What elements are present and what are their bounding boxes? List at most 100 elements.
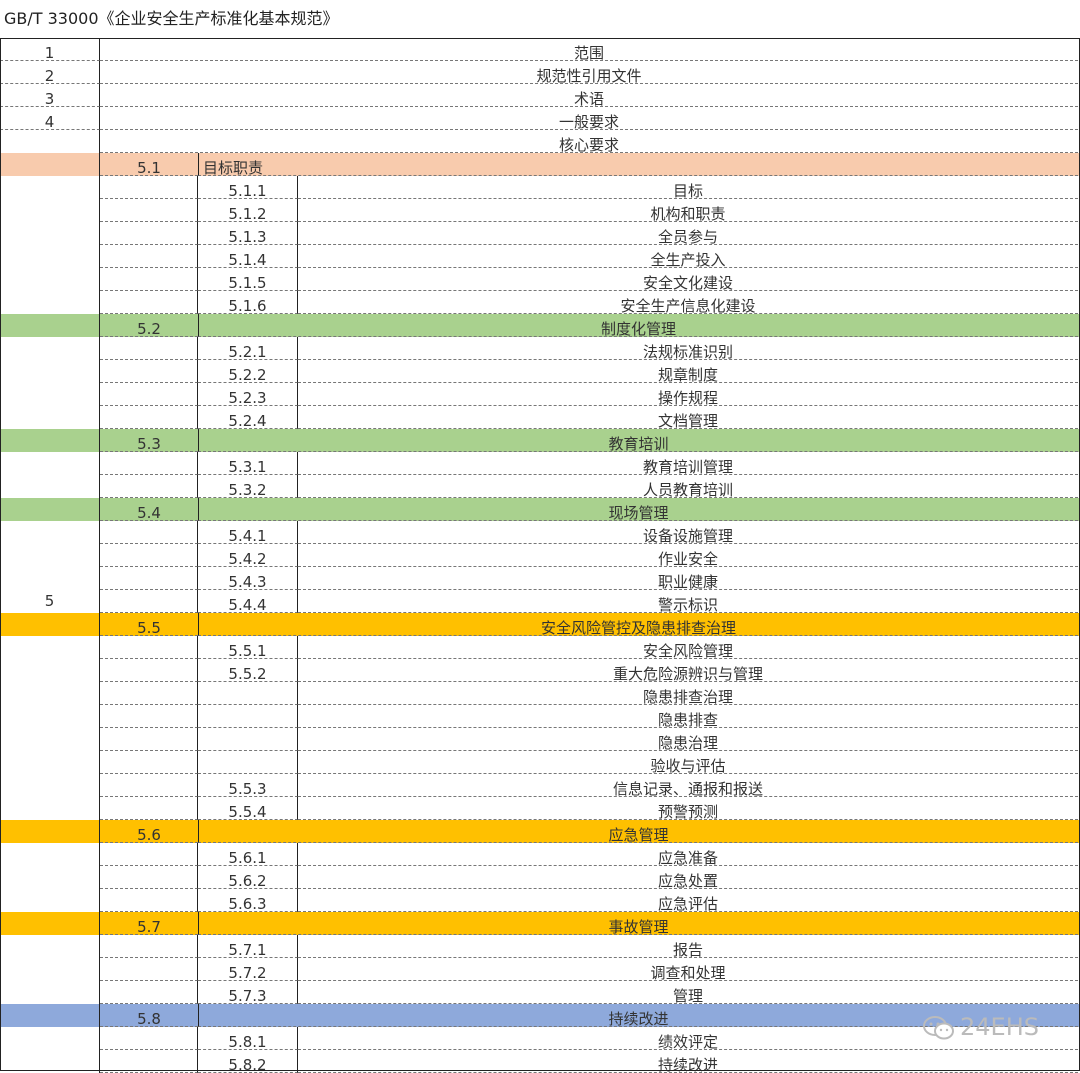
item-number: 5.3.2 bbox=[198, 475, 298, 498]
item-label: 机构和职责 bbox=[298, 199, 1078, 222]
subsection-blank bbox=[100, 590, 198, 613]
item-label: 操作规程 bbox=[298, 383, 1078, 406]
table-row: 5.1.6 安全生产信息化建设 bbox=[0, 291, 1080, 314]
table-row: 核心要求 bbox=[0, 130, 1080, 153]
item-number: 5.7.1 bbox=[198, 935, 298, 958]
item-label: 规章制度 bbox=[298, 360, 1078, 383]
item-number: 5.1.1 bbox=[198, 176, 298, 199]
table-row: 5.1.2 机构和职责 bbox=[0, 199, 1080, 222]
section-label: 持续改进 bbox=[198, 1004, 1078, 1027]
table-row: 5.7.1 报告 bbox=[0, 935, 1080, 958]
section-number: 5.8 bbox=[100, 1004, 198, 1027]
table-row: 5.8.1 绩效评定 bbox=[0, 1027, 1080, 1050]
subsection-blank bbox=[100, 337, 198, 360]
item-number: 5.6.1 bbox=[198, 843, 298, 866]
table-row: 1 范围 bbox=[0, 38, 1080, 61]
section-label: 安全风险管控及隐患排查治理 bbox=[198, 613, 1078, 636]
item-label: 重大危险源辨识与管理 bbox=[298, 659, 1078, 682]
item-label: 职业健康 bbox=[298, 567, 1078, 590]
table-row: 5.6.2 应急处置 bbox=[0, 866, 1080, 889]
item-number: 5.5.3 bbox=[198, 774, 298, 797]
row-label: 规范性引用文件 bbox=[100, 61, 1078, 84]
subsection-blank bbox=[100, 567, 198, 590]
subsection-blank bbox=[100, 935, 198, 958]
item-label: 验收与评估 bbox=[298, 751, 1078, 774]
watermark-text: 24EHS bbox=[960, 1013, 1039, 1041]
subsection-blank bbox=[100, 245, 198, 268]
core-number: 5 bbox=[0, 130, 100, 1073]
item-label: 安全生产信息化建设 bbox=[298, 291, 1078, 314]
subsection-blank bbox=[100, 544, 198, 567]
wechat-icon bbox=[923, 1016, 954, 1040]
table-row: 5.1.1 目标 bbox=[0, 176, 1080, 199]
table-row: 5.1.5 安全文化建设 bbox=[0, 268, 1080, 291]
item-number: 5.4.3 bbox=[198, 567, 298, 590]
item-label: 文档管理 bbox=[298, 406, 1078, 429]
table-row: 5.2.1 法规标准识别 bbox=[0, 337, 1080, 360]
section-label: 制度化管理 bbox=[198, 314, 1078, 337]
subsection-blank bbox=[100, 797, 198, 820]
subsection-blank bbox=[100, 728, 198, 751]
item-label: 安全文化建设 bbox=[298, 268, 1078, 291]
table-row: 5.7.3 管理 bbox=[0, 981, 1080, 1004]
subsection-blank bbox=[100, 636, 198, 659]
subsection-blank bbox=[100, 406, 198, 429]
item-number bbox=[198, 751, 298, 774]
subsection-blank bbox=[100, 222, 198, 245]
subsection-blank bbox=[100, 843, 198, 866]
table-row: 验收与评估 bbox=[0, 751, 1080, 774]
item-number bbox=[198, 705, 298, 728]
item-number: 5.2.2 bbox=[198, 360, 298, 383]
item-label: 绩效评定 bbox=[298, 1027, 1078, 1050]
item-label: 持续改进 bbox=[298, 1050, 1078, 1073]
item-number: 5.6.2 bbox=[198, 866, 298, 889]
section-label: 目标职责 bbox=[198, 153, 1078, 176]
section-number: 5.1 bbox=[100, 153, 198, 176]
item-label: 安全风险管理 bbox=[298, 636, 1078, 659]
item-number: 5.1.4 bbox=[198, 245, 298, 268]
item-number: 5.4.4 bbox=[198, 590, 298, 613]
table-row: 5.4.3 职业健康 bbox=[0, 567, 1080, 590]
table-row: 5.3.1 教育培训管理 bbox=[0, 452, 1080, 475]
subsection-blank bbox=[100, 1050, 198, 1073]
item-number bbox=[198, 682, 298, 705]
table-row: 5.8.2 持续改进 bbox=[0, 1050, 1080, 1073]
section-label: 事故管理 bbox=[198, 912, 1078, 935]
table-row: 5.2.4 文档管理 bbox=[0, 406, 1080, 429]
subsection-blank bbox=[100, 659, 198, 682]
subsection-blank bbox=[100, 958, 198, 981]
table-row: 4 一般要求 bbox=[0, 107, 1080, 130]
table-row: 2 规范性引用文件 bbox=[0, 61, 1080, 84]
table-row: 5.4.1 设备设施管理 bbox=[0, 521, 1080, 544]
item-label: 信息记录、通报和报送 bbox=[298, 774, 1078, 797]
subsection-blank bbox=[100, 1027, 198, 1050]
row-number: 2 bbox=[0, 61, 100, 84]
table-row: 5.4.4 警示标识 bbox=[0, 590, 1080, 613]
item-number: 5.1.6 bbox=[198, 291, 298, 314]
item-number: 5.1.3 bbox=[198, 222, 298, 245]
subsection-blank bbox=[100, 705, 198, 728]
item-number: 5.5.4 bbox=[198, 797, 298, 820]
item-label: 作业安全 bbox=[298, 544, 1078, 567]
table-row: 5.2 制度化管理 bbox=[0, 314, 1080, 337]
item-label: 全员参与 bbox=[298, 222, 1078, 245]
item-label: 警示标识 bbox=[298, 590, 1078, 613]
subsection-blank bbox=[100, 981, 198, 1004]
item-number: 5.7.2 bbox=[198, 958, 298, 981]
item-label: 教育培训管理 bbox=[298, 452, 1078, 475]
item-number: 5.1.2 bbox=[198, 199, 298, 222]
item-number: 5.8.2 bbox=[198, 1050, 298, 1073]
table-row: 5.8 持续改进 bbox=[0, 1004, 1080, 1027]
document-title: GB/T 33000《企业安全生产标准化基本规范》 bbox=[4, 9, 339, 28]
row-label: 范围 bbox=[100, 38, 1078, 61]
table-row: 5.2.2 规章制度 bbox=[0, 360, 1080, 383]
row-number: 4 bbox=[0, 107, 100, 130]
item-label: 人员教育培训 bbox=[298, 475, 1078, 498]
watermark: 24EHS bbox=[922, 1012, 1039, 1042]
subsection-blank bbox=[100, 360, 198, 383]
item-label: 应急准备 bbox=[298, 843, 1078, 866]
subsection-blank bbox=[100, 774, 198, 797]
table-row: 5.4.2 作业安全 bbox=[0, 544, 1080, 567]
core-label: 核心要求 bbox=[100, 130, 1078, 153]
table-row: 5.5 安全风险管控及隐患排查治理 bbox=[0, 613, 1080, 636]
